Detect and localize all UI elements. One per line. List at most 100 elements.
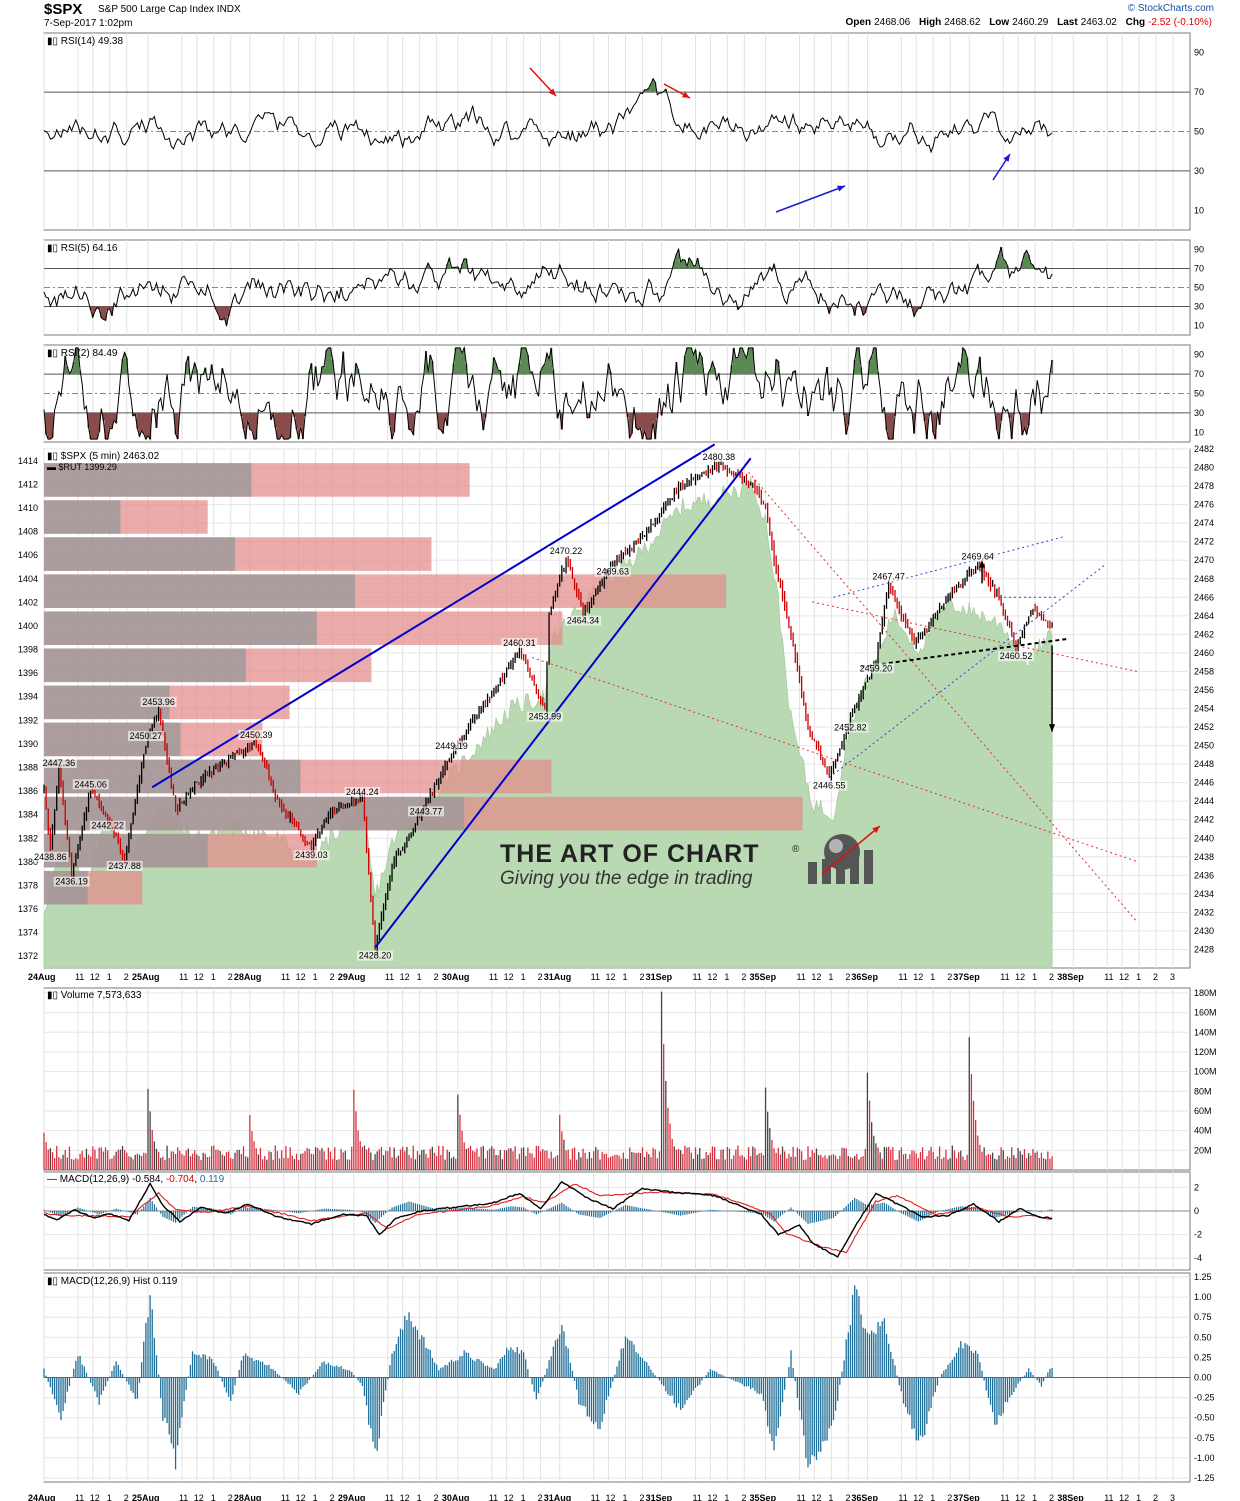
y-tick-label: 2430 — [1194, 926, 1214, 936]
price-annotation: 2442.22 — [91, 821, 124, 831]
price-annotation-bg — [811, 780, 848, 791]
y-tick-label: 2470 — [1194, 555, 1214, 565]
y-tick-label: 2466 — [1194, 592, 1214, 602]
price-annotation: 2445.06 — [74, 779, 107, 789]
x-tick-label: 29Aug — [338, 1493, 366, 1501]
rsi-divergence-arrow-head — [1003, 154, 1010, 162]
price-annotation: 2469.63 — [596, 567, 629, 577]
x-tick-label: 25Aug — [132, 972, 160, 982]
x-tick-label: 29Aug — [338, 972, 366, 982]
x-tick-label: 2 — [124, 1493, 129, 1501]
x-tick-label: 1 — [1032, 1493, 1037, 1501]
x-tick-label: 2 — [434, 972, 439, 982]
price-annotation: 2438.86 — [34, 852, 67, 862]
secondary-y-tick-label: 1390 — [18, 739, 38, 749]
chart-datetime: 7-Sep-2017 1:02pm — [44, 18, 133, 29]
y-tick-label: 2472 — [1194, 537, 1214, 547]
pane-title: ▮▯ RSI(14) 49.38 — [47, 36, 123, 47]
rsi-divergence-arrow-head — [682, 91, 690, 98]
x-tick-label: 3 — [1170, 972, 1175, 982]
x-tick-label: 11 — [179, 972, 188, 982]
watermark-arrow-icon — [821, 825, 881, 875]
price-annotation-bg — [565, 615, 602, 626]
pane-title: ▮▯ Volume 7,573,633 — [47, 990, 142, 1001]
x-tick-label: 36Sep — [851, 1493, 878, 1501]
x-tick-label: 38Sep — [1057, 1493, 1084, 1501]
x-tick-label: 1 — [1136, 1493, 1141, 1501]
secondary-y-tick-label: 1410 — [18, 503, 38, 513]
x-tick-label: 1 — [313, 972, 318, 982]
y-tick-label: 160M — [1194, 1008, 1217, 1018]
x-tick-label: 1 — [521, 1493, 526, 1501]
price-annotation: 2446.55 — [813, 781, 846, 791]
x-tick-label: 2 — [741, 1493, 746, 1501]
x-tick-label: 1 — [417, 972, 422, 982]
secondary-y-tick-label: 1372 — [18, 951, 38, 961]
x-tick-label: 1 — [107, 972, 112, 982]
price-annotation: 2447.36 — [43, 758, 76, 768]
y-tick-label: -1.00 — [1194, 1453, 1215, 1463]
x-tick-label: 11 — [898, 972, 907, 982]
watermark-arrow-icon-head — [872, 826, 880, 834]
rsi-line — [43, 246, 1053, 328]
secondary-y-tick-label: 1378 — [18, 880, 38, 890]
rsi-divergence-arrow-head — [837, 185, 845, 192]
x-tick-label: 11 — [385, 1493, 394, 1501]
x-tick-label: 12 — [1119, 972, 1129, 982]
rsi-line — [43, 345, 1053, 441]
price-annotation-bg — [501, 638, 538, 649]
y-tick-label: -0.75 — [1194, 1433, 1215, 1443]
rsi-divergence-arrow — [775, 185, 846, 213]
y-tick-label: 2434 — [1194, 889, 1214, 899]
x-tick-label: 12 — [606, 972, 616, 982]
x-tick-label: 2 — [538, 972, 543, 982]
x-axis: 24Aug 11 12 1 2 25Aug 11 12 1 2 28Aug 11 12 1 2 29Aug 11… — [28, 972, 1175, 1501]
price-annotation-bg — [548, 546, 585, 557]
x-tick-label: 2 — [741, 972, 746, 982]
y-tick-label: 2460 — [1194, 648, 1214, 658]
index-name: S&P 500 Large Cap Index INDX — [98, 4, 241, 15]
x-tick-label: 11 — [1104, 1493, 1113, 1501]
price-annotation: 2450.27 — [130, 731, 163, 741]
y-tick-label: -0.25 — [1194, 1393, 1215, 1403]
volume-by-price-down — [44, 611, 317, 645]
y-tick-label: 180M — [1194, 988, 1217, 998]
trendline — [828, 564, 1106, 778]
symbol: $SPX — [44, 1, 83, 18]
pane-title: ▮▯ RSI(2) 84.49 — [47, 348, 118, 359]
x-tick-label: 38Sep — [1057, 972, 1084, 982]
y-tick-label: 50 — [1194, 389, 1204, 399]
x-tick-label: 11 — [898, 1493, 907, 1501]
x-tick-label: 2 — [1153, 972, 1158, 982]
price-annotation-bg — [140, 696, 177, 707]
price-annotation-bg — [89, 820, 126, 831]
x-tick-label: 1 — [211, 972, 216, 982]
price-annotation-bg — [408, 806, 444, 817]
x-tick-label: 2 — [845, 972, 850, 982]
price-annotation-bg — [594, 566, 631, 577]
watermark-registered: ® — [792, 844, 800, 855]
x-tick-label: 2 — [639, 972, 644, 982]
watermark-globe-highlight — [829, 839, 843, 853]
x-tick-label: 12 — [504, 972, 514, 982]
x-tick-label: 28Aug — [234, 972, 262, 982]
y-tick-label: 2458 — [1194, 666, 1214, 676]
y-tick-label: 140M — [1194, 1027, 1217, 1037]
pane-title: ▮▯ MACD(12,26,9) Hist 0.119 — [47, 1276, 178, 1287]
x-tick-label: 12 — [194, 972, 204, 982]
watermark-bar-icon — [850, 853, 859, 884]
x-tick-label: 2 — [1049, 972, 1054, 982]
macd-histogram-pane: -1.25 -1.00 -0.75 -0.50 -0.25 0.00 0.25 0.50 0.7… — [43, 1272, 1215, 1483]
x-tick-label: 36Sep — [851, 972, 878, 982]
y-tick-label: 1.25 — [1194, 1272, 1212, 1282]
x-tick-label: 11 — [489, 972, 498, 982]
x-tick-label: 12 — [913, 972, 923, 982]
price-annotation: 2460.52 — [1000, 651, 1033, 661]
price-annotation: 2452.82 — [834, 722, 867, 732]
trendline — [374, 457, 752, 949]
trendline — [748, 471, 1138, 922]
macd-line — [43, 1180, 1053, 1258]
volume-by-price-down — [44, 648, 246, 683]
secondary-y-tick-label: 1388 — [18, 762, 38, 772]
pane-title: — MACD(12,26,9) -0.584, -0.704, 0.119 — [47, 1174, 225, 1185]
